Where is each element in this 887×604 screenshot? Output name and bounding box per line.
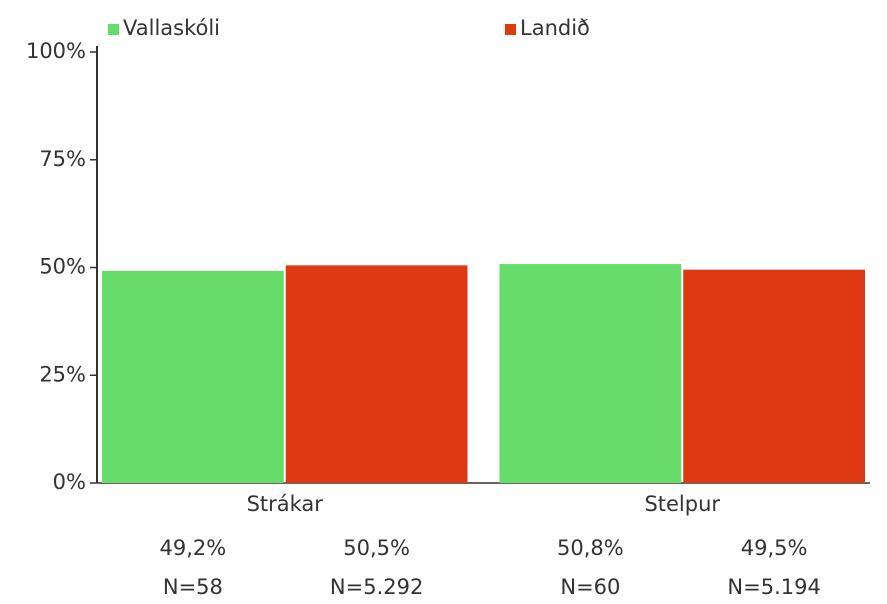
bar: [683, 269, 865, 483]
n-label: N=58: [163, 575, 223, 599]
bar: [499, 264, 682, 483]
n-label: N=5.292: [330, 575, 423, 599]
n-label: N=60: [560, 575, 620, 599]
bar: [285, 265, 468, 483]
legend-swatch: [108, 24, 119, 35]
y-tick-label: 75%: [39, 147, 86, 171]
y-tick-label: 100%: [26, 39, 86, 63]
y-tick-label: 25%: [39, 362, 86, 386]
y-tick-label: 0%: [53, 470, 86, 494]
y-tick-label: 50%: [39, 255, 86, 279]
value-label: 49,2%: [160, 536, 227, 560]
legend-swatch: [505, 24, 516, 35]
legend-label: Landið: [520, 16, 590, 40]
bar: [102, 270, 284, 483]
x-tick-label: Strákar: [247, 492, 324, 516]
value-label: 50,5%: [343, 536, 410, 560]
value-label: 50,8%: [557, 536, 624, 560]
value-label: 49,5%: [741, 536, 808, 560]
legend-label: Vallaskóli: [123, 16, 220, 40]
x-tick-label: Stelpur: [644, 492, 720, 516]
n-label: N=5.194: [727, 575, 820, 599]
